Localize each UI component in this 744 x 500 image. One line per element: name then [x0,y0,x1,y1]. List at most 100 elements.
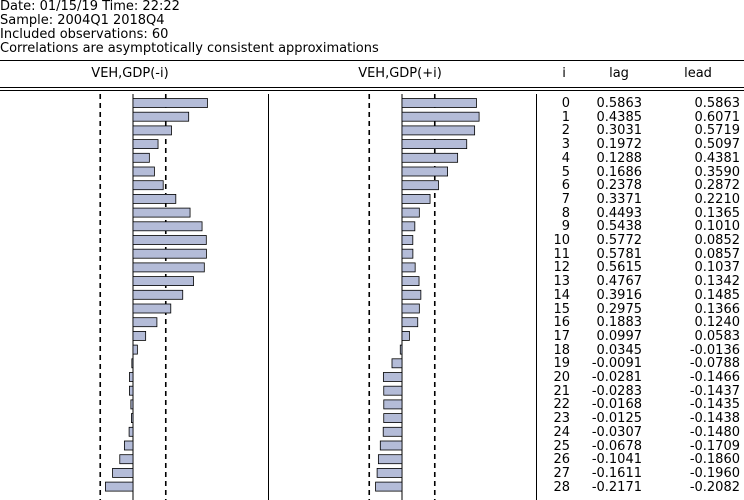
lag-index: 12 [553,260,570,276]
lag-bar [129,385,134,396]
lag-index: 3 [561,137,570,153]
report-observations: Included observations: 60 [0,27,169,42]
lag-index: 26 [553,452,570,468]
lag-bar [130,399,134,410]
lag-bar [132,180,164,191]
lag-value: 0.0345 [596,342,643,358]
lead-value: 0.1485 [694,287,741,303]
lead-bar [401,317,419,328]
lead-value: 0.1037 [694,260,741,276]
lag-value: 0.1686 [596,164,643,180]
lead-value: 0.0852 [694,233,741,248]
lag-index: 7 [561,191,570,207]
lag-value: -0.0678 [591,438,642,454]
lead-value: -0.1438 [689,411,740,427]
lag-value: 0.2975 [596,301,643,317]
lag-value: 0.3371 [596,191,643,207]
report-note: Correlations are asymptotically consiste… [0,41,379,56]
lag-bar [132,303,172,314]
lead-value: 0.1240 [694,315,741,331]
lag-value: -0.0281 [591,370,642,385]
lag-value: 0.5772 [596,233,643,248]
lag-value: 0.3916 [596,287,643,303]
lead-value: 0.3590 [694,164,741,180]
lag-bar [132,235,207,245]
lead-value: 0.6071 [694,109,741,125]
lag-value: -0.2171 [591,479,642,495]
lag-index: 22 [553,397,570,413]
i-column-header: i [562,66,566,81]
lag-index: 8 [561,205,570,221]
lag-bar [132,166,155,177]
lag-index: 17 [553,328,570,344]
lead-value: -0.1960 [689,465,740,481]
lead-bar [401,139,468,150]
lead-bar [399,344,403,355]
report-sample: Sample: 2004Q1 2018Q4 [0,13,165,28]
lag-index: 5 [561,164,570,180]
lag-value: 0.2378 [596,178,643,194]
lag-column-header: lag [609,66,629,81]
lead-bar [401,248,414,259]
lead-value: -0.1435 [689,397,740,413]
lead-value: 0.2872 [694,178,741,194]
lead-value: 0.0857 [694,246,741,262]
lag-value: -0.0091 [591,356,642,372]
lag-value: 0.1883 [596,315,643,331]
header-rule-1 [0,87,744,88]
lead-bar [401,330,410,341]
lag-index: 14 [553,287,570,303]
lag-value: 0.1288 [596,150,643,166]
lag-index: 27 [553,465,570,481]
lag-value: 0.3031 [596,123,643,139]
lag-bar [131,358,134,369]
lead-bar [401,207,420,218]
lead-bar [401,276,420,287]
lag-index: 25 [553,438,570,454]
lead-value: 0.5097 [694,137,741,153]
lag-bar [132,262,205,273]
lag-index: 9 [561,219,570,235]
lead-bar [377,454,403,465]
header-rule-2 [0,90,744,91]
lead-value: 0.0583 [694,328,741,344]
lag-index: 19 [553,356,570,372]
lag-index: 15 [553,301,570,317]
lag-index: 11 [553,246,570,262]
lag-bar [132,125,172,136]
lead-bar [401,152,459,163]
lag-bar [132,193,177,204]
lag-bar [132,317,158,328]
lead-bar [382,372,403,382]
lead-column-header: lead [684,66,712,81]
lag-value: 0.4385 [596,109,643,125]
lag-index: 1 [561,109,570,125]
lag-bar [119,454,134,465]
lag-value: -0.0283 [591,383,642,399]
lag-value: -0.1041 [591,452,642,468]
lead-bar [383,385,403,396]
lag-chart-header: VEH,GDP(-i) [91,66,169,81]
lead-bar [401,180,439,191]
lead-value: -0.1860 [689,452,740,468]
lead-bar [401,125,476,136]
lead-bar [401,166,448,177]
lag-bar [132,276,194,287]
lead-bar [382,426,403,437]
lag-bar [132,344,138,355]
lead-value: -0.1480 [689,424,740,440]
lag-value: -0.0125 [591,411,642,427]
lead-value: 0.5863 [694,96,741,111]
lead-bar [401,262,416,273]
lead-bar [391,358,403,369]
lead-value: -0.0788 [689,356,740,372]
lag-bar [132,330,147,341]
chart-separator-2 [536,94,537,500]
lag-bar [132,111,190,122]
lag-value: 0.5863 [596,96,643,111]
lead-value: -0.1466 [689,370,740,385]
lag-index: 24 [553,424,570,440]
lead-value: 0.2210 [694,191,741,207]
header-top-rule [0,60,744,61]
lag-value: 0.4493 [596,205,643,221]
